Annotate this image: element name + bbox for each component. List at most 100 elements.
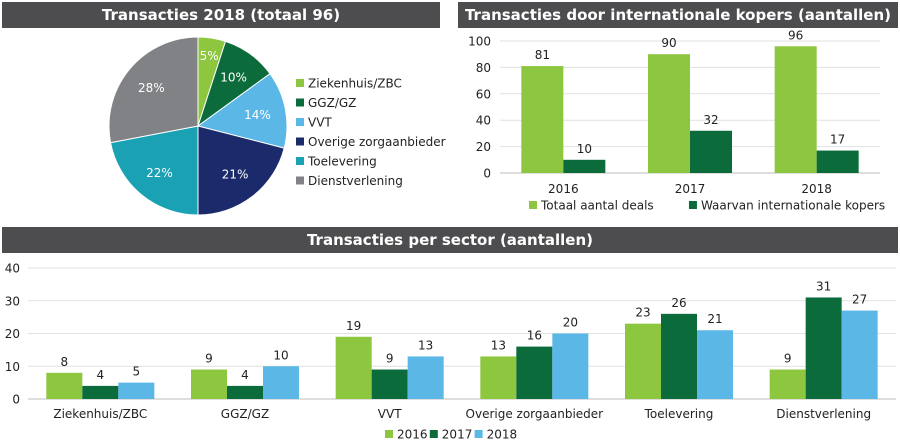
sector-chart-bar-dienstverlening-2017	[805, 297, 842, 399]
sector-chart-legend-swatch-2017	[429, 430, 438, 438]
sector-chart-value-dienstverlening-2018: 27	[852, 293, 867, 307]
pie-chart-title: Transacties 2018 (totaal 96)	[2, 2, 440, 28]
intl-chart-legend-label-totaal-aantal-deals: Totaal aantal deals	[540, 199, 654, 213]
intl-chart-value-2017-waarvan-internationale-kopers: 32	[703, 113, 718, 127]
sector-chart-value-overige-zorgaanbieder-2018: 20	[563, 316, 578, 330]
sector-chart-ytick-0: 0	[12, 393, 20, 407]
pie-legend-swatch-toelevering	[296, 157, 304, 165]
sector-chart-bar-overige-zorgaanbieder-2017	[516, 346, 553, 399]
sector-chart-value-toelevering-2017: 26	[671, 296, 686, 310]
sector-chart-bar-ggz-gz-2016	[191, 369, 227, 399]
sector-chart-legend-label-2017: 2017	[442, 428, 473, 442]
sector-chart-value-dienstverlening-2016: 9	[784, 352, 792, 366]
pie-label-overige-zorgaanbieder: 21%	[222, 167, 249, 181]
sector-chart-xtick-toelevering: Toelevering	[644, 407, 714, 421]
intl-chart-value-2016-waarvan-internationale-kopers: 10	[577, 142, 592, 156]
intl-chart-bar-2017-totaal-aantal-deals	[648, 54, 690, 174]
sector-chart-bar-toelevering-2018	[697, 330, 733, 399]
sector-chart-bar-toelevering-2016	[625, 323, 661, 399]
sector-chart-bar-dienstverlening-2018	[841, 310, 878, 399]
sector-chart-bar-ziekenhuis-zbc-2018	[118, 382, 155, 399]
sector-chart-value-ziekenhuis-zbc-2018: 5	[133, 365, 141, 379]
sector-chart-legend-label-2016: 2016	[397, 428, 428, 442]
sector-chart-value-vvt-2017: 9	[386, 352, 394, 366]
sector-chart-legend-label-2018: 2018	[487, 428, 518, 442]
sector-chart-value-vvt-2016: 19	[346, 319, 361, 333]
intl-chart-xtick-2017: 2017	[675, 182, 706, 196]
sector-chart-value-vvt-2018: 13	[418, 338, 433, 352]
sector-chart-xtick-overige-zorgaanbieder: Overige zorgaanbieder	[466, 407, 604, 421]
sector-chart-value-ziekenhuis-zbc-2017: 4	[97, 368, 105, 382]
sector-chart-value-ggz-gz-2016: 9	[205, 352, 213, 366]
sector-chart-bar-vvt-2016	[335, 336, 372, 399]
sector-chart-bar-toelevering-2017	[661, 313, 697, 399]
sector-chart-bar-ggz-gz-2017	[227, 385, 263, 399]
pie-legend-label-vvt: VVT	[308, 116, 332, 130]
intl-chart-value-2016-totaal-aantal-deals: 81	[535, 48, 550, 62]
intl-chart-legend-label-waarvan-internationale-kopers: Waarvan internationale kopers	[701, 199, 885, 213]
intl-chart-bar-2018-totaal-aantal-deals	[774, 46, 817, 173]
sector-chart-bar-dienstverlening-2016	[769, 369, 806, 399]
pie-label-toelevering: 22%	[146, 166, 173, 180]
pie-legend-label-ziekenhuis-zbc: Ziekenhuis/ZBC	[308, 77, 402, 91]
intl-chart-bar-2016-totaal-aantal-deals	[521, 66, 564, 173]
sector-chart-legend-swatch-2018	[474, 430, 483, 438]
intl-chart-bar-2016-waarvan-internationale-kopers	[563, 159, 606, 173]
pie-legend-label-toelevering: Toelevering	[307, 155, 377, 169]
pie-label-dienstverlening: 28%	[138, 81, 165, 95]
pie-slice-toelevering	[109, 125, 199, 216]
sector-chart-value-ggz-gz-2017: 4	[241, 368, 249, 382]
sector-chart-title: Transacties per sector (aantallen)	[2, 227, 898, 253]
international-chart-title: Transacties door internationale kopers (…	[458, 2, 898, 28]
pie-legend-swatch-ziekenhuis-zbc	[296, 79, 304, 87]
pie-slice-dienstverlening	[108, 36, 199, 144]
sector-chart-bar-overige-zorgaanbieder-2018	[552, 333, 589, 399]
sector-chart-value-toelevering-2018: 21	[707, 312, 722, 326]
sector-chart-ytick-30: 30	[5, 294, 20, 308]
sector-chart-bar-vvt-2018	[407, 356, 444, 399]
intl-chart-value-2017-totaal-aantal-deals: 90	[661, 36, 676, 50]
pie-legend-swatch-ggz-gz	[296, 98, 304, 107]
pie-legend-swatch-vvt	[296, 118, 304, 126]
sector-chart-legend-swatch-2016	[385, 430, 393, 438]
sector-chart-value-overige-zorgaanbieder-2016: 13	[491, 338, 506, 352]
pie-slice-overige-zorgaanbieder	[197, 125, 285, 216]
sector-chart-bar-vvt-2017	[371, 369, 408, 399]
intl-chart-bar-2018-waarvan-internationale-kopers	[816, 150, 859, 173]
pie-legend-swatch-overige-zorgaanbieder	[296, 137, 304, 146]
intl-chart-ytick-100: 100	[468, 35, 491, 49]
sector-chart-value-overige-zorgaanbieder-2017: 16	[527, 329, 542, 343]
sector-chart-bar-ziekenhuis-zbc-2017	[82, 385, 119, 399]
pie-legend-label-ggz-gz: GGZ/GZ	[308, 96, 356, 110]
intl-chart-xtick-2018: 2018	[801, 182, 832, 196]
sector-chart-ytick-40: 40	[5, 262, 20, 276]
intl-chart-ytick-60: 60	[476, 87, 491, 101]
intl-chart-legend-swatch-totaal-aantal-deals	[529, 201, 537, 209]
intl-chart-xtick-2016: 2016	[548, 182, 579, 196]
pie-label-ggz-gz: 10%	[220, 71, 247, 85]
intl-chart-ytick-40: 40	[476, 114, 491, 128]
intl-chart-ytick-20: 20	[476, 140, 491, 154]
intl-chart-value-2018-totaal-aantal-deals: 96	[788, 28, 803, 42]
pie-slice-vvt	[196, 72, 288, 149]
pie-legend-label-overige-zorgaanbieder: Overige zorgaanbieder	[308, 135, 446, 149]
sector-chart-bar-ggz-gz-2018	[263, 366, 299, 399]
sector-chart-ytick-20: 20	[5, 327, 20, 341]
sector-chart-value-toelevering-2016: 23	[635, 306, 650, 320]
pie-label-vvt: 14%	[244, 108, 271, 122]
sector-chart-xtick-vvt: VVT	[378, 407, 402, 421]
sector-chart-xtick-ggz-gz: GGZ/GZ	[221, 407, 269, 421]
intl-chart-legend-swatch-waarvan-internationale-kopers	[688, 201, 697, 209]
intl-chart-ytick-0: 0	[483, 167, 491, 181]
sector-chart-xtick-ziekenhuis-zbc: Ziekenhuis/ZBC	[53, 407, 147, 421]
pie-legend-swatch-dienstverlening	[296, 176, 304, 185]
intl-chart-bar-2017-waarvan-internationale-kopers	[690, 130, 732, 173]
pie-legend-label-dienstverlening: Dienstverlening	[308, 174, 403, 188]
intl-chart-ytick-80: 80	[476, 61, 491, 75]
intl-chart-value-2018-waarvan-internationale-kopers: 17	[830, 133, 845, 147]
sector-chart-value-ggz-gz-2018: 10	[273, 348, 288, 362]
sector-chart-bar-ziekenhuis-zbc-2016	[46, 372, 83, 399]
sector-chart-ytick-10: 10	[5, 360, 20, 374]
pie-label-ziekenhuis-zbc: 5%	[200, 49, 219, 63]
